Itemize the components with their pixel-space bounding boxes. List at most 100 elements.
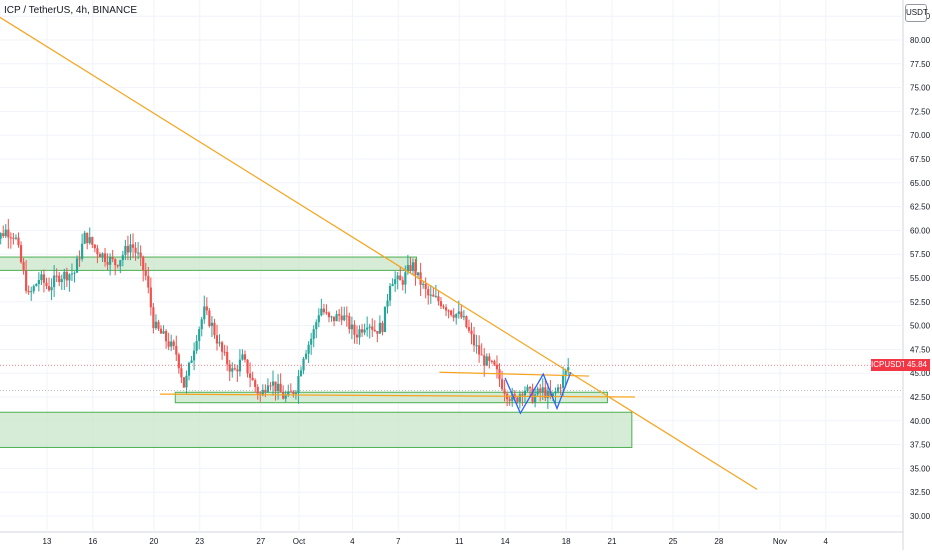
sr-zone-2: [174, 391, 608, 404]
candle-body: [12, 237, 15, 239]
time-tick-label: 28: [714, 537, 723, 546]
trendline-1: [0, 16, 758, 490]
candle-body: [256, 386, 259, 394]
candle-body: [251, 377, 254, 381]
candle-body: [187, 362, 191, 376]
candle-body: [307, 344, 310, 354]
candle-body: [508, 399, 511, 401]
price-tick-label: 62.50: [910, 203, 931, 212]
candle-body: [116, 265, 119, 267]
candle-body: [528, 387, 532, 389]
candle-body: [165, 331, 168, 342]
candle-body: [406, 265, 409, 273]
candle-body: [73, 272, 76, 274]
candle-body: [40, 274, 43, 281]
candle-body: [88, 237, 91, 244]
candle-body: [241, 354, 244, 360]
sr-zone-1: [0, 256, 418, 271]
candle-body: [452, 314, 455, 318]
candle-body: [182, 377, 186, 388]
candle-body: [200, 319, 203, 330]
candle-body: [0, 233, 2, 239]
candle-body: [70, 273, 74, 275]
candle-body: [101, 253, 104, 258]
candle-body: [162, 331, 165, 334]
candle-body: [119, 260, 122, 267]
candle-body: [462, 316, 465, 318]
price-tick-label: 72.50: [910, 107, 931, 116]
candle-body: [320, 308, 323, 316]
candle-body: [35, 284, 38, 287]
price-tick-label: 77.50: [910, 60, 931, 69]
candle-body: [559, 387, 562, 389]
candle-body: [254, 380, 257, 387]
candle-body: [424, 283, 427, 290]
time-tick-label: 20: [149, 537, 158, 546]
candle-body: [282, 392, 285, 399]
candle-body: [383, 306, 387, 332]
candle-body: [96, 248, 99, 255]
candle-body: [404, 272, 407, 285]
candle-body: [422, 283, 425, 285]
time-tick-label: 18: [562, 537, 571, 546]
candle-body: [83, 232, 86, 244]
candle-body: [368, 326, 371, 328]
candle-body: [310, 338, 313, 345]
candle-body: [488, 356, 491, 361]
candle-body: [460, 311, 463, 318]
candle-body: [154, 321, 158, 329]
candle-body: [503, 389, 506, 394]
candle-body: [327, 312, 331, 318]
candle-body: [180, 368, 183, 378]
candle-body: [248, 373, 252, 378]
candle-body: [317, 315, 320, 323]
candle-body: [271, 381, 275, 386]
time-tick-label: 13: [43, 537, 52, 546]
candle-body: [485, 356, 488, 366]
candle-body: [381, 322, 384, 332]
double-bottom-pattern: [504, 372, 572, 415]
candle-body: [30, 291, 33, 293]
candle-body: [401, 280, 404, 285]
candle-body: [152, 307, 155, 329]
time-tick-label: Nov: [773, 537, 787, 546]
candle-body: [233, 368, 236, 370]
price-tick-label: 60.00: [910, 226, 931, 235]
candle-body: [500, 379, 504, 390]
price-tick-label: 65.00: [910, 179, 931, 188]
candle-body: [106, 261, 109, 265]
candle-body: [516, 397, 519, 402]
candle-body: [14, 237, 18, 239]
candle-body: [409, 265, 412, 271]
candle-body: [19, 245, 23, 263]
candle-body: [439, 301, 443, 307]
candle-body: [554, 391, 557, 394]
candle-body: [78, 258, 81, 260]
candle-body: [266, 385, 270, 392]
candle-body: [562, 375, 565, 388]
candle-body: [518, 394, 521, 402]
candle-body: [274, 381, 277, 392]
candle-body: [355, 334, 359, 338]
candle-body: [210, 322, 214, 327]
candle-body: [394, 279, 397, 285]
candle-body: [287, 391, 290, 396]
candle-body: [447, 310, 450, 312]
candle-body: [223, 351, 226, 353]
candle-body: [279, 383, 282, 393]
candle-body: [330, 316, 333, 318]
candle-body: [114, 259, 117, 266]
candle-body: [556, 387, 560, 392]
currency-badge[interactable]: USDT: [905, 4, 928, 22]
candle-body: [205, 306, 208, 311]
candle-body: [238, 359, 242, 372]
candle-body: [541, 387, 544, 393]
candle-body: [159, 328, 163, 334]
time-tick-label: Oct: [293, 537, 306, 546]
candle-body: [60, 279, 63, 283]
candle-body: [37, 280, 40, 285]
candle-body: [567, 367, 570, 371]
price-tick-label: 57.50: [910, 250, 931, 259]
